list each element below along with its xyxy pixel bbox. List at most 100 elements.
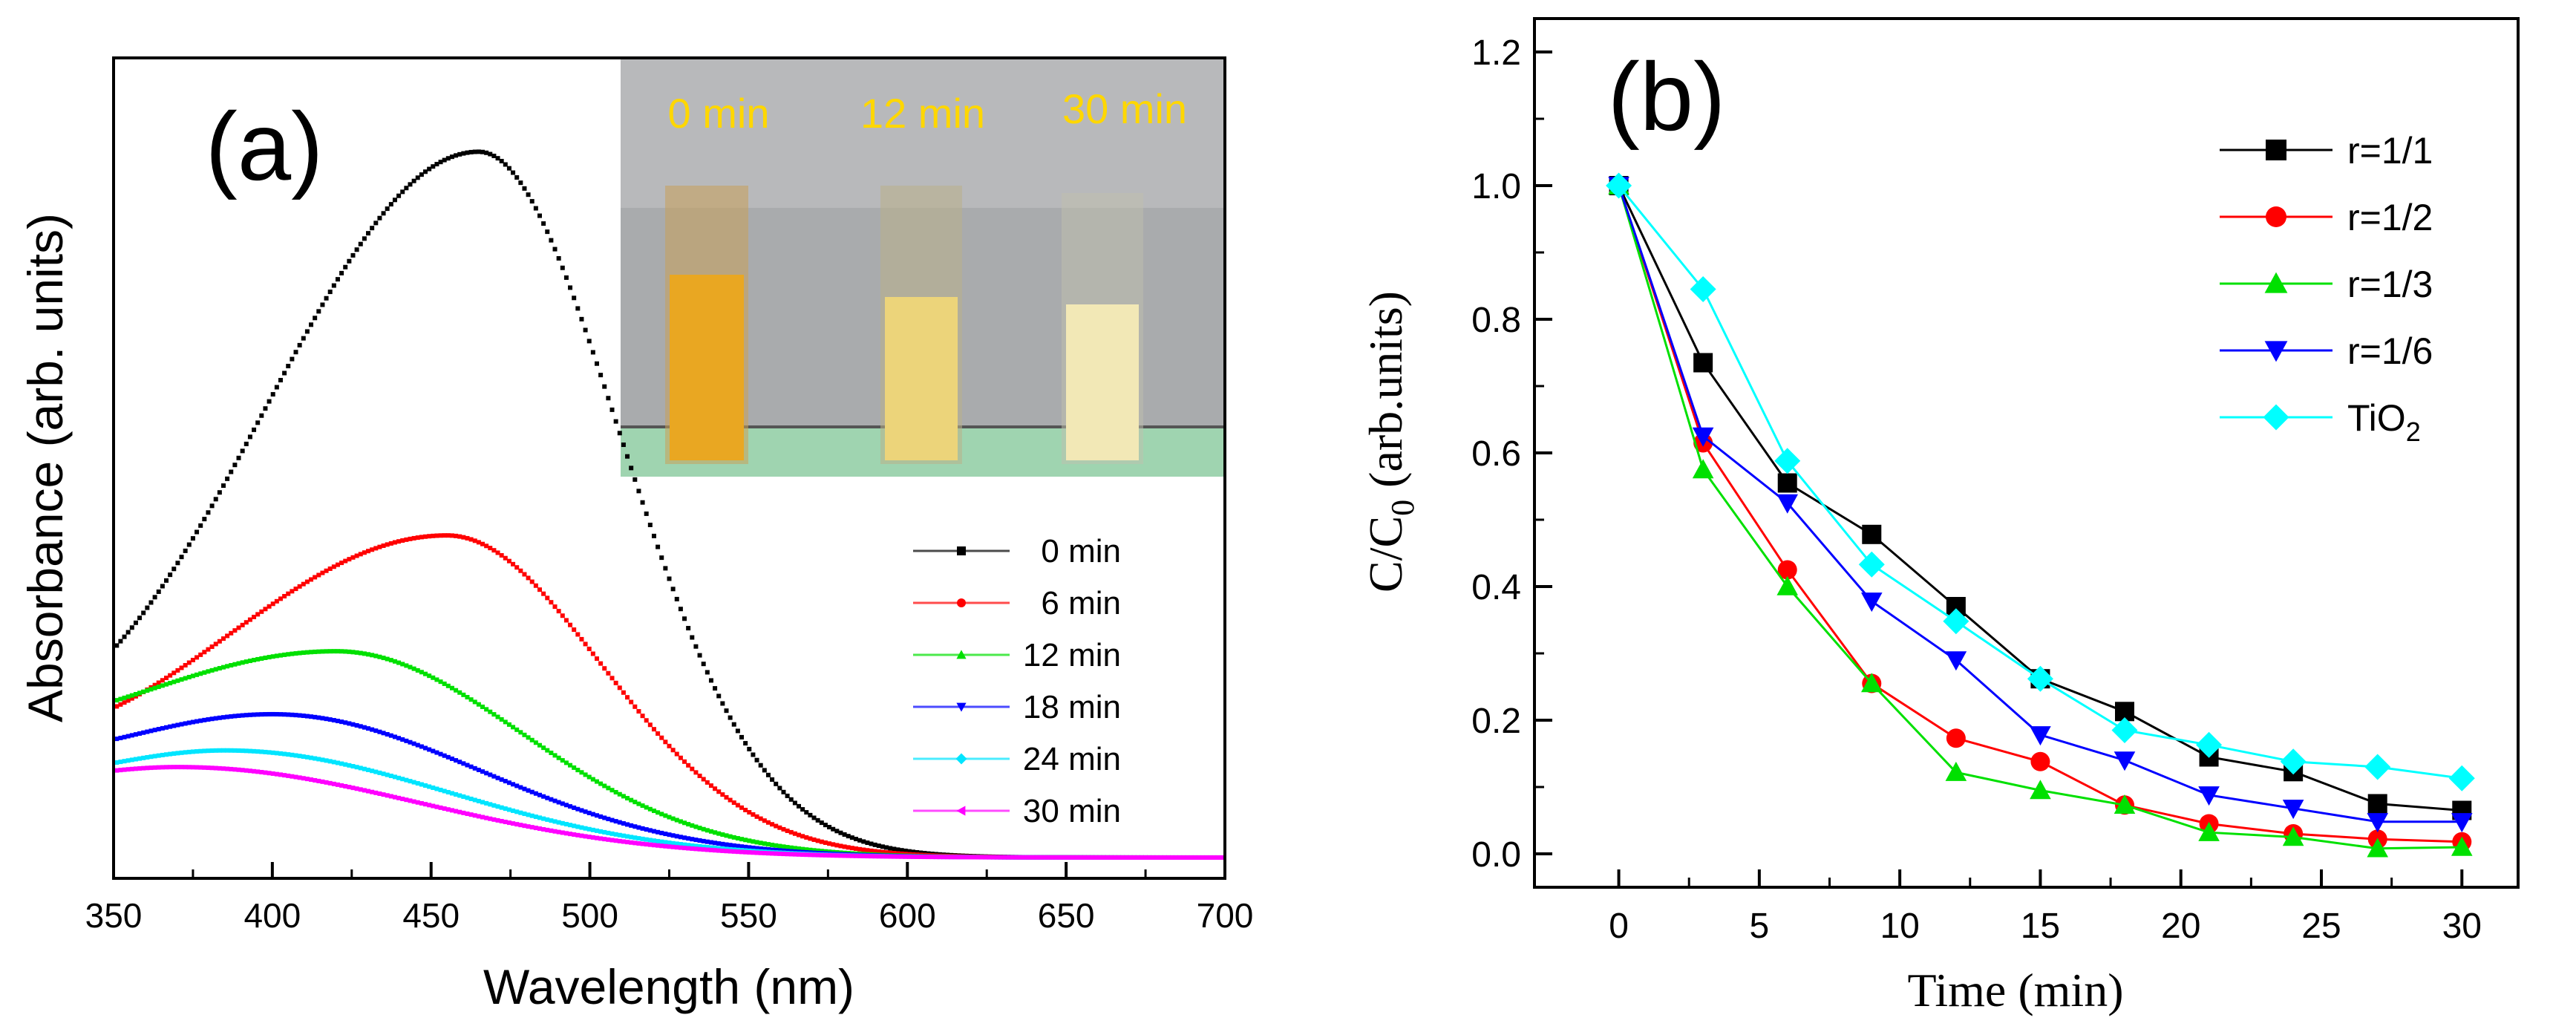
spectrum-point: [602, 783, 607, 789]
spectrum-point: [122, 767, 127, 772]
spectrum-point: [243, 659, 249, 665]
spectrum-point: [815, 817, 820, 823]
spectrum-point: [670, 748, 676, 753]
spectrum-point: [644, 827, 649, 832]
spectrum-point: [1006, 855, 1011, 860]
data-point: [2196, 731, 2223, 758]
spectrum-point: [491, 548, 497, 553]
spectrum-point: [114, 768, 120, 773]
spectrum-point: [617, 832, 622, 838]
spectrum-point: [598, 373, 604, 378]
spectrum-point: [278, 377, 283, 382]
spectrum-point: [849, 853, 854, 858]
spectrum-point: [895, 854, 900, 859]
spectrum-point: [148, 754, 154, 760]
spectrum-point: [899, 854, 904, 859]
spectrum-point: [484, 815, 489, 820]
spectrum-point: [613, 819, 618, 824]
data-point: [2280, 748, 2307, 775]
legend-marker: [2263, 404, 2289, 431]
spectrum-point: [575, 824, 581, 829]
spectrum-point: [274, 653, 279, 659]
data-point: [2448, 765, 2475, 791]
spectrum-point: [613, 680, 618, 685]
spectrum-point: [774, 823, 779, 829]
spectrum-point: [705, 847, 710, 852]
spectrum-point: [301, 581, 306, 587]
spectrum-point: [186, 542, 192, 547]
spectrum-point: [129, 733, 134, 738]
spectrum-point: [168, 765, 173, 770]
spectrum-point: [762, 768, 767, 773]
spectrum-point: [461, 794, 466, 799]
spectrum-point: [324, 758, 329, 763]
spectrum-point: [537, 792, 542, 797]
spectrum-point: [533, 583, 538, 588]
spectrum-point: [1010, 855, 1015, 860]
spectrum-point: [952, 855, 958, 860]
spectrum-point: [583, 834, 588, 839]
spectrum-point: [682, 759, 687, 764]
spectrum-point: [183, 750, 188, 755]
spectrum-point: [774, 851, 779, 856]
spectrum-point: [682, 846, 687, 851]
spectrum-point: [876, 849, 881, 855]
spectrum-point: [708, 678, 713, 683]
spectrum-point: [225, 766, 230, 771]
spectrum-point: [388, 794, 393, 799]
spectrum-point: [1128, 855, 1133, 860]
spectrum-point: [263, 749, 268, 754]
spectrum-point: [1078, 855, 1083, 860]
y-tick-label: 0.2: [1471, 702, 1521, 741]
spectrum-point: [358, 724, 363, 729]
spectrum-point: [186, 674, 192, 679]
spectrum-point: [872, 842, 877, 847]
spectrum-point: [754, 850, 759, 855]
spectrum-point: [454, 153, 459, 158]
spectrum-point: [480, 769, 486, 774]
spectrum-point: [1200, 855, 1206, 860]
spectrum-point: [491, 817, 497, 822]
spectrum-point: [343, 264, 348, 270]
spectrum-point: [350, 786, 356, 791]
spectrum-point: [122, 759, 127, 764]
spectrum-point: [247, 434, 252, 440]
data-point: [1692, 459, 1714, 479]
spectrum-point: [724, 794, 729, 800]
spectrum-point: [819, 839, 824, 844]
spectrum-point: [526, 812, 531, 817]
spectrum-point: [621, 833, 626, 838]
legend-marker: [957, 546, 966, 555]
plot-a-series: [114, 149, 1224, 860]
spectrum-point: [575, 632, 581, 637]
spectrum-point: [701, 826, 706, 832]
spectrum-point: [449, 791, 454, 796]
spectrum-point: [518, 568, 523, 573]
cuvette-liquid: [1066, 304, 1139, 460]
spectrum-point: [625, 454, 630, 459]
spectrum-point: [621, 839, 626, 844]
spectrum-point: [175, 561, 180, 566]
spectrum-point: [823, 840, 828, 845]
spectrum-point: [663, 566, 668, 571]
spectrum-point: [339, 649, 344, 654]
spectrum-point: [781, 789, 786, 794]
spectrum-point: [797, 803, 802, 809]
spectrum-point: [552, 798, 558, 803]
spectrum-point: [125, 767, 131, 772]
spectrum-point: [549, 818, 554, 823]
spectrum-point: [629, 699, 634, 705]
spectrum-point: [213, 765, 218, 771]
legend-label-text: r=1/6: [2347, 330, 2433, 372]
data-point: [1776, 575, 1799, 595]
spectrum-point: [572, 823, 577, 829]
inset-photo-wall: [621, 59, 1223, 208]
spectrum-point: [678, 845, 683, 850]
spectrum-point: [636, 709, 641, 714]
spectrum-point: [415, 667, 420, 673]
spectrum-point: [243, 748, 249, 754]
spectrum-point: [129, 625, 134, 630]
spectrum-point: [537, 815, 542, 820]
spectrum-point: [381, 731, 386, 736]
spectrum-point: [347, 763, 352, 768]
